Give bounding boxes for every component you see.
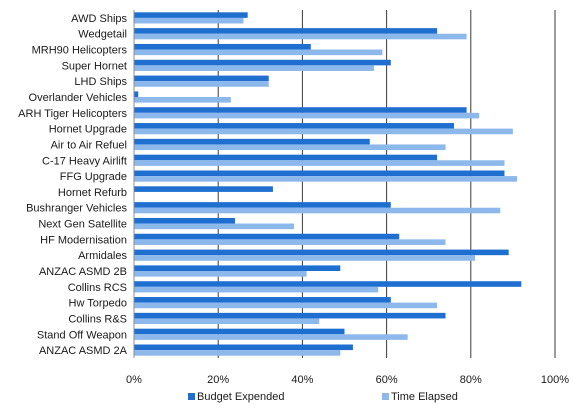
bar-time xyxy=(134,286,379,293)
bar-budget xyxy=(134,344,353,351)
bar-time xyxy=(134,350,341,356)
category-label: MRH90 Helicopters xyxy=(32,45,128,57)
bar-time xyxy=(134,223,294,230)
bar-time xyxy=(134,271,307,277)
bar-time xyxy=(134,144,446,151)
bar-time xyxy=(134,17,244,24)
bar-time xyxy=(134,239,446,245)
bar-time xyxy=(134,176,518,182)
category-label: ANZAC ASMD 2A xyxy=(39,345,128,357)
category-label: ARH Tiger Helicopters xyxy=(18,108,127,120)
x-tick-label: 100% xyxy=(541,374,569,386)
bar-budget xyxy=(134,217,236,224)
legend: Budget Expended Time Elapsed xyxy=(188,391,458,403)
category-labels: AWD Ships Wedgetail MRH90 Helicopters Super… xyxy=(18,13,127,357)
category-label: Air to Air Refuel xyxy=(51,139,127,151)
bar-time xyxy=(134,65,374,71)
category-label: Armidales xyxy=(78,250,127,262)
legend-label: Budget Expended xyxy=(197,391,284,403)
category-label: C-17 Heavy Airlift xyxy=(42,155,127,167)
bar-time xyxy=(134,255,476,261)
bar-time xyxy=(134,128,513,135)
bar-budget xyxy=(134,170,505,177)
x-tick-label: 60% xyxy=(376,374,398,386)
bar-time xyxy=(134,207,501,214)
category-label: FFG Upgrade xyxy=(60,171,127,183)
category-label: Bushranger Vehicles xyxy=(26,203,127,215)
x-tick-label: 20% xyxy=(207,374,229,386)
bar-time xyxy=(134,33,467,40)
category-label: Hornet Upgrade xyxy=(49,124,127,136)
bar-budget xyxy=(134,123,454,129)
category-label: Wedgetail xyxy=(78,29,127,41)
bar-budget xyxy=(134,12,248,18)
bar-budget xyxy=(134,312,446,319)
bar-time xyxy=(134,49,383,56)
bar-time xyxy=(134,97,231,103)
bar-time xyxy=(134,334,408,340)
category-label: AWD Ships xyxy=(71,13,127,25)
bar-budget xyxy=(134,28,438,34)
bar-time xyxy=(134,160,505,166)
bar-budget xyxy=(134,297,391,303)
bar-budget xyxy=(134,328,345,335)
category-label: Hw Torpedo xyxy=(69,298,128,310)
bar-budget xyxy=(134,281,522,287)
category-label: ANZAC ASMD 2B xyxy=(39,266,127,278)
category-label: Next Gen Satellite xyxy=(38,219,127,231)
legend-label: Time Elapsed xyxy=(391,391,458,403)
bar-budget xyxy=(134,75,269,82)
category-label: Stand Off Weapon xyxy=(37,329,127,341)
bars xyxy=(134,12,522,356)
category-label: Hornet Refurb xyxy=(58,187,127,199)
category-label: LHD Ships xyxy=(74,76,127,88)
x-tick-label: 0% xyxy=(126,374,142,386)
category-label: Super Hornet xyxy=(62,60,127,72)
bar-budget xyxy=(134,265,341,271)
bar-budget xyxy=(134,186,273,192)
x-tick-labels: 0% 20% 40% 60% 80% 100% xyxy=(126,374,569,386)
bar-budget xyxy=(134,59,391,66)
bar-time xyxy=(134,302,438,309)
bar-time xyxy=(134,112,480,119)
bar-budget xyxy=(134,202,391,208)
bar-time xyxy=(134,81,269,87)
bar-budget xyxy=(134,249,509,256)
category-label: Overlander Vehicles xyxy=(29,92,128,104)
category-label: HF Modernisation xyxy=(40,234,127,246)
bar-budget xyxy=(134,154,438,161)
legend-swatch xyxy=(188,393,195,400)
bar-budget xyxy=(134,43,311,50)
bar-budget xyxy=(134,91,139,97)
category-label: Collins R&S xyxy=(68,313,127,325)
bar-budget xyxy=(134,138,370,145)
bar-time xyxy=(134,318,320,325)
x-tick-label: 80% xyxy=(460,374,482,386)
category-label: Collins RCS xyxy=(68,282,127,294)
bar-budget xyxy=(134,233,400,240)
bar-budget xyxy=(134,107,467,113)
legend-swatch xyxy=(382,393,389,400)
x-tick-label: 40% xyxy=(291,374,313,386)
